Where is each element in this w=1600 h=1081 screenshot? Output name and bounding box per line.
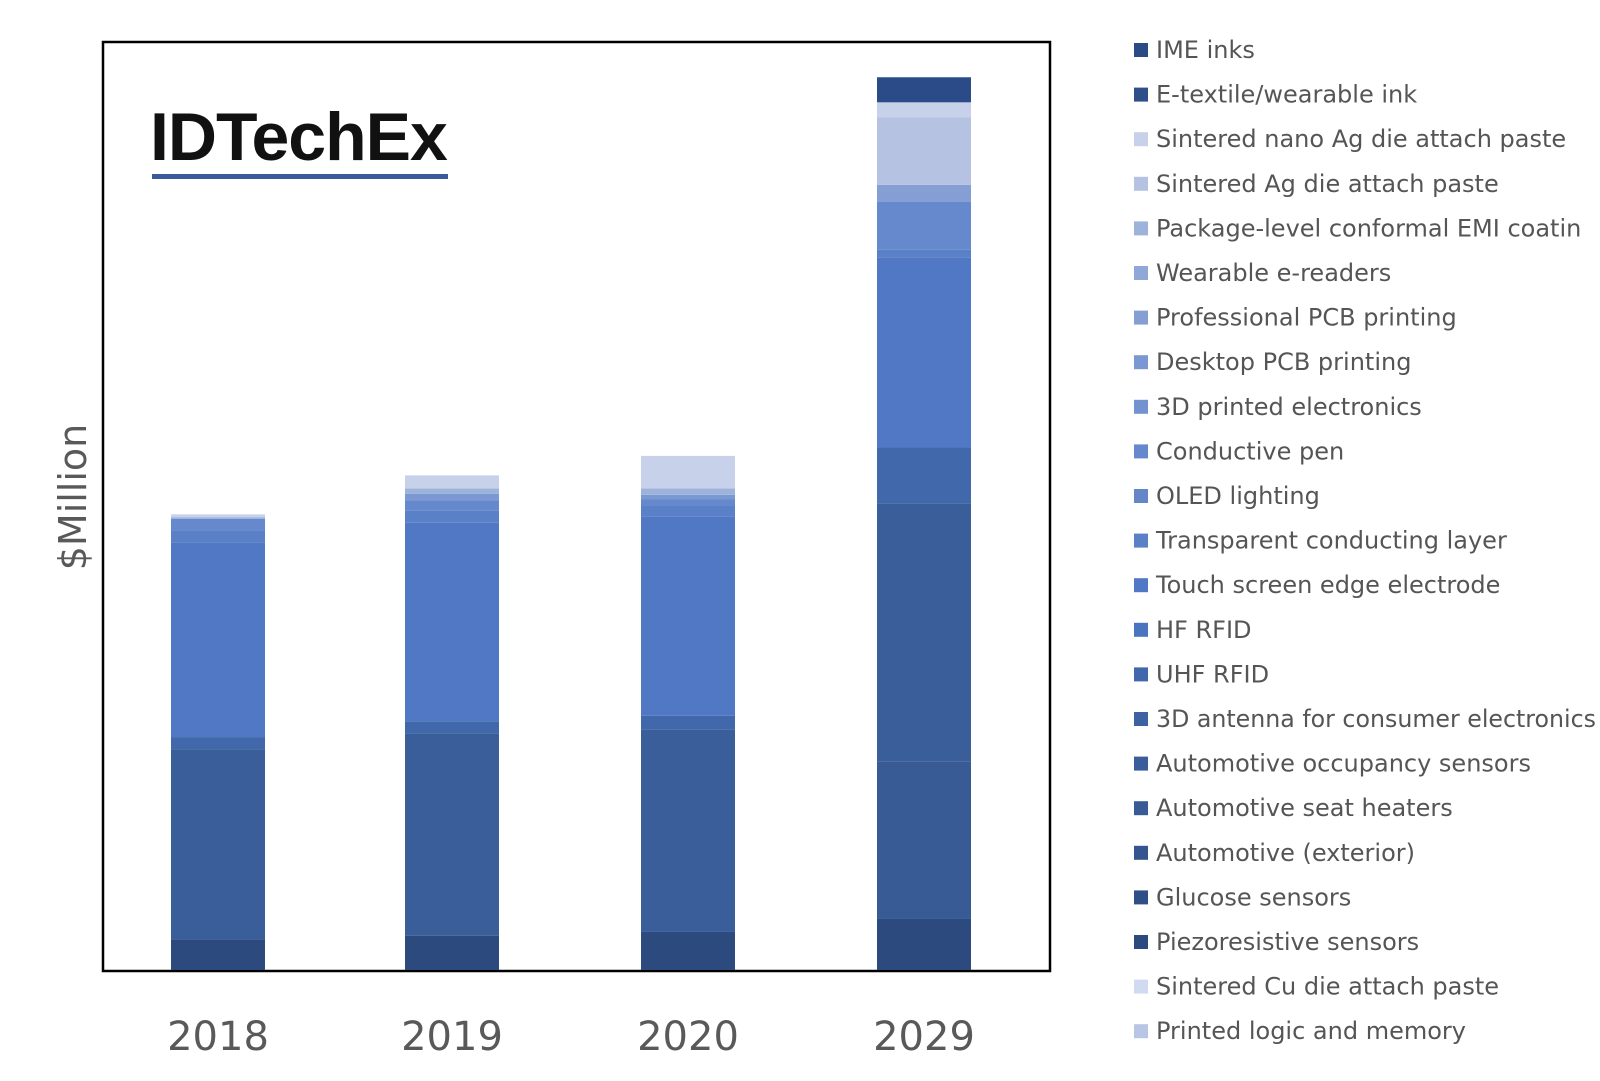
legend-label-7: Desktop PCB printing: [1156, 348, 1411, 376]
bar-segment-2020-18: [641, 488, 735, 495]
bar-segment-2019-8: [405, 721, 499, 734]
x-axis-ticks: 2018 2019 2020 2029: [167, 1014, 975, 1060]
legend-swatch-9: [1134, 444, 1148, 459]
bar-segment-2020-11: [641, 506, 735, 517]
bar-segment-2020-6: [641, 729, 735, 932]
legend-label-18: Automotive (exterior): [1156, 839, 1415, 867]
bars-group: [171, 77, 971, 970]
bar-segment-2020-20: [641, 455, 735, 489]
bar-segment-2018-2: [171, 939, 265, 970]
legend-swatch-17: [1134, 801, 1148, 816]
legend-swatch-16: [1134, 756, 1148, 771]
legend-label-16: Automotive occupancy sensors: [1156, 750, 1531, 778]
bar-segment-2019-15: [405, 493, 499, 501]
legend-label-14: UHF RFID: [1156, 660, 1269, 688]
legend-label-12: Touch screen edge electrode: [1155, 571, 1500, 599]
bar-segment-2018-10: [171, 542, 265, 738]
bar-segment-2029-22: [877, 77, 971, 103]
legend-swatch-18: [1134, 845, 1148, 860]
bar-segment-2018-18: [171, 517, 265, 519]
bar-segment-2029-8: [877, 447, 971, 504]
legend-label-4: Package-level conformal EMI coatin: [1156, 214, 1581, 242]
bar-segment-2018-6: [171, 749, 265, 940]
logo-text: IDTechEx: [150, 99, 448, 175]
legend-label-17: Automotive seat heaters: [1156, 794, 1453, 822]
legend-label-9: Conductive pen: [1156, 437, 1344, 465]
legend-swatch-11: [1134, 533, 1148, 548]
logo-underline: [152, 174, 448, 179]
bar-segment-2020-10: [641, 516, 735, 716]
legend-swatch-12: [1134, 578, 1148, 593]
legend-swatch-5: [1134, 266, 1148, 280]
legend-label-15: 3D antenna for consumer electronics: [1156, 705, 1596, 733]
bar-segment-2029-11: [877, 249, 971, 258]
bar-segment-2020-2: [641, 931, 735, 970]
y-axis-label: $Million: [51, 424, 95, 571]
legend-label-21: Sintered Cu die attach paste: [1156, 973, 1499, 1001]
legend-label-0: IME inks: [1156, 36, 1255, 64]
logo: IDTechEx: [150, 99, 449, 179]
legend-label-3: Sintered Ag die attach paste: [1156, 170, 1499, 198]
bar-segment-2019-10: [405, 522, 499, 722]
bar-segment-2029-13: [877, 201, 971, 250]
legend-label-10: OLED lighting: [1156, 482, 1320, 510]
bar-segment-2019-13: [405, 500, 499, 511]
bar-segment-2029-19: [877, 117, 971, 185]
legend-label-8: 3D printed electronics: [1156, 393, 1422, 421]
x-tick-label-2019: 2019: [401, 1014, 503, 1060]
bar-segment-2019-11: [405, 510, 499, 523]
bar-segment-2020-13: [641, 499, 735, 506]
bar-segment-2018-20: [171, 514, 265, 518]
legend-swatch-15: [1134, 712, 1148, 726]
legend-swatch-6: [1134, 310, 1148, 325]
legend-swatch-1: [1134, 87, 1148, 102]
bar-segment-2019-18: [405, 488, 499, 494]
bar-segment-2029-20: [877, 102, 971, 118]
legend: IME inks E-textile/wearable ink Sintered n…: [1134, 36, 1596, 1045]
legend-label-1: E-textile/wearable ink: [1156, 81, 1417, 109]
legend-label-2: Sintered nano Ag die attach paste: [1156, 125, 1566, 153]
legend-label-19: Glucose sensors: [1156, 883, 1351, 911]
legend-swatch-22: [1134, 1024, 1148, 1039]
legend-label-20: Piezoresistive sensors: [1156, 928, 1419, 956]
legend-label-5: Wearable e-readers: [1156, 259, 1391, 287]
legend-label-22: Printed logic and memory: [1156, 1017, 1466, 1045]
bar-segment-2029-10: [877, 257, 971, 448]
legend-swatch-20: [1134, 935, 1148, 949]
legend-swatch-13: [1134, 622, 1148, 637]
bar-segment-2019-2: [405, 935, 499, 970]
bar-segment-2018-8: [171, 737, 265, 750]
legend-label-11: Transparent conducting layer: [1155, 527, 1507, 555]
x-tick-label-2020: 2020: [637, 1014, 739, 1060]
bar-segment-2029-5: [877, 761, 971, 919]
bar-segment-2018-11: [171, 530, 265, 543]
bar-segment-2029-2: [877, 918, 971, 970]
x-tick-label-2029: 2029: [873, 1014, 975, 1060]
legend-swatch-7: [1134, 355, 1148, 370]
bar-segment-2029-6: [877, 503, 971, 762]
legend-swatch-4: [1134, 221, 1148, 236]
legend-swatch-14: [1134, 667, 1148, 682]
bar-segment-2019-6: [405, 733, 499, 936]
legend-swatch-21: [1134, 979, 1148, 994]
bar-segment-2029-16: [877, 184, 971, 202]
bar-segment-2018-13: [171, 518, 265, 531]
legend-swatch-3: [1134, 176, 1148, 191]
bar-segment-2020-15: [641, 494, 735, 500]
bar-segment-2019-20: [405, 475, 499, 489]
legend-swatch-0: [1134, 43, 1148, 57]
legend-swatch-2: [1134, 132, 1148, 147]
legend-label-13: HF RFID: [1156, 616, 1252, 644]
x-tick-label-2018: 2018: [167, 1014, 269, 1060]
legend-label-6: Professional PCB printing: [1156, 304, 1457, 332]
bar-segment-2020-8: [641, 715, 735, 730]
legend-swatch-10: [1134, 489, 1148, 503]
legend-swatch-19: [1134, 890, 1148, 905]
legend-swatch-8: [1134, 399, 1148, 414]
